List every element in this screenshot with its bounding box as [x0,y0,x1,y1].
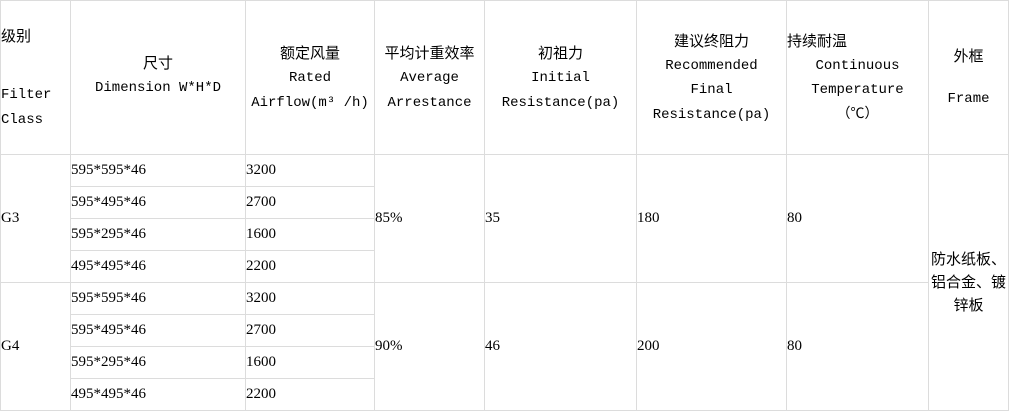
cell-average-arrestance-g3: 85% [374,154,485,283]
header-rated-airflow: 额定风量 Rated Airflow(m³ /h) [245,0,375,155]
table-row: 495*495*46 2200 [1,250,1009,283]
header-average-arrestance-en-2: Arrestance [387,94,472,111]
cell-dimension: 495*495*46 [70,378,246,411]
header-frame-cn: 外框 [953,47,984,66]
header-continuous-temperature: 持续耐温 Continuous Temperature （℃） [786,0,929,155]
header-rated-airflow-en-2: Airflow(m³ /h) [251,94,369,111]
header-filter-class: 级别 Filter Class [0,0,71,155]
cell-dimension: 495*495*46 [70,250,246,283]
table-header-row: 级别 Filter Class 尺寸 Dimension W*H*D 额定风量 … [0,0,1009,155]
cell-rated-airflow: 2200 [245,378,375,411]
frame-material-line-1: 防水纸板、 [930,249,1006,268]
cell-final-resistance-g4: 200 [636,282,787,411]
table-row: 595*495*46 2700 [1,186,1009,219]
table-row: 495*495*46 2200 [1,378,1009,411]
header-dimension-en-1: Dimension W*H*D [94,80,222,97]
header-initial-resistance-en-2: Resistance(pa) [501,94,620,111]
header-final-resistance-cn: 建议终阻力 [673,31,749,50]
header-frame-en-1: Frame [947,91,990,108]
cell-initial-resistance-g4: 46 [484,282,637,411]
header-dimension-cn: 尺寸 [142,54,173,73]
cell-dimension: 595*495*46 [70,186,246,219]
cell-dimension: 595*595*46 [70,282,246,315]
table-row: 595*295*46 1600 [1,346,1009,379]
header-continuous-temperature-unit: （℃） [836,106,879,123]
cell-filter-class-g3: G3 [0,154,71,283]
header-average-arrestance-cn: 平均计重效率 [384,43,475,62]
header-spacer [1,49,70,83]
header-frame: 外框 Frame [928,0,1009,155]
header-rated-airflow-cn: 额定风量 [279,43,340,62]
header-rated-airflow-en-1: Rated [288,70,331,87]
cell-dimension: 595*295*46 [70,346,246,379]
header-final-resistance-en-2: Final [690,82,733,99]
cell-filter-class-g4: G4 [0,282,71,411]
table-row: 595*495*46 2700 [1,314,1009,347]
table-row: G4 595*595*46 3200 90% 46 200 80 [0,282,1009,411]
header-final-resistance-en-3: Resistance(pa) [652,106,771,123]
frame-material-line-3: 锌板 [953,296,984,315]
header-continuous-temperature-en-1: Continuous [815,57,900,74]
header-initial-resistance-en-1: Initial [531,70,590,87]
table-row: G3 595*595*46 3200 85% 35 180 80 防水纸板、 铝… [0,154,1009,411]
header-average-arrestance-en-1: Average [400,70,459,87]
header-average-arrestance: 平均计重效率 Average Arrestance [374,0,485,155]
header-initial-resistance: 初祖力 Initial Resistance(pa) [484,0,637,155]
cell-frame-material: 防水纸板、 铝合金、镀 锌板 [928,154,1009,411]
cell-initial-resistance-g3: 35 [484,154,637,283]
cell-continuous-temperature-g4: 80 [786,282,929,411]
cell-dimension: 595*295*46 [70,218,246,251]
header-initial-resistance-cn: 初祖力 [537,43,583,62]
header-continuous-temperature-en-2: Temperature [811,82,904,99]
header-final-resistance-en-1: Recommended [665,57,758,74]
header-filter-class-en-1: Filter [1,87,52,104]
cell-rated-airflow: 2700 [245,314,375,347]
cell-average-arrestance-g4: 90% [374,282,485,411]
header-final-resistance: 建议终阻力 Recommended Final Resistance(pa) [636,0,787,155]
cell-continuous-temperature-g3: 80 [786,154,929,283]
cell-rated-airflow: 3200 [245,154,375,187]
cell-rated-airflow: 1600 [245,218,375,251]
cell-rated-airflow: 3200 [245,282,375,315]
header-filter-class-cn: 级别 [1,26,32,45]
cell-final-resistance-g3: 180 [636,154,787,283]
cell-rated-airflow: 2200 [245,250,375,283]
header-continuous-temperature-cn: 持续耐温 [787,31,848,50]
frame-material-line-2: 铝合金、镀 [930,272,1006,291]
cell-rated-airflow: 2700 [245,186,375,219]
header-filter-class-en-2: Class [1,111,44,128]
cell-dimension: 595*595*46 [70,154,246,187]
cell-rated-airflow: 1600 [245,346,375,379]
header-dimension: 尺寸 Dimension W*H*D [70,0,246,155]
cell-dimension: 595*495*46 [70,314,246,347]
